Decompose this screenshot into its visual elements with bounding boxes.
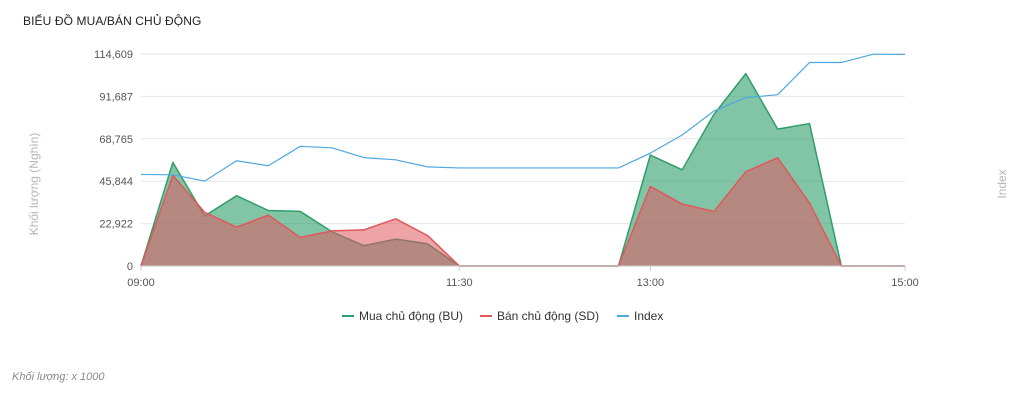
footnote-unit: Khối lượng: x 1000	[12, 371, 105, 383]
legend-item[interactable]: Bán chủ động (SD)	[480, 309, 599, 323]
y2-axis-title: Index	[995, 169, 1009, 198]
series-area-sell	[141, 157, 905, 266]
y-tick-label: 68,765	[99, 134, 133, 146]
axes: 114,609 91,687 68,765 45,844 22,922 0 09:00 11:…	[94, 49, 919, 289]
legend-item[interactable]: Mua chủ động (BU)	[342, 309, 463, 323]
series-line-index	[140, 53, 906, 182]
y-tick-label: 45,844	[99, 176, 133, 188]
y-tick-label: 22,922	[99, 219, 133, 231]
x-tick-label: 15:00	[891, 277, 919, 289]
y-axis-title: Khối lượng (Nghìn)	[27, 133, 41, 236]
y-tick-label: 0	[127, 261, 133, 273]
x-tick-label: 09:00	[127, 277, 155, 289]
legend-label: Index	[634, 309, 663, 323]
legend-item[interactable]: Index	[617, 309, 663, 323]
y-tick-label: 114,609	[94, 49, 133, 61]
legend-label: Mua chủ động (BU)	[359, 309, 463, 323]
x-tick-label: 13:00	[637, 277, 665, 289]
chart-title: BIỂU ĐỒ MUA/BÁN CHỦ ĐỘNG	[23, 14, 202, 28]
y-tick-label: 91,687	[99, 91, 133, 103]
x-tick-label: 11:30	[446, 277, 473, 289]
legend: Mua chủ động (BU) Bán chủ động (SD) Index	[342, 309, 663, 323]
legend-label: Bán chủ động (SD)	[497, 309, 599, 323]
series-layer	[140, 53, 906, 267]
